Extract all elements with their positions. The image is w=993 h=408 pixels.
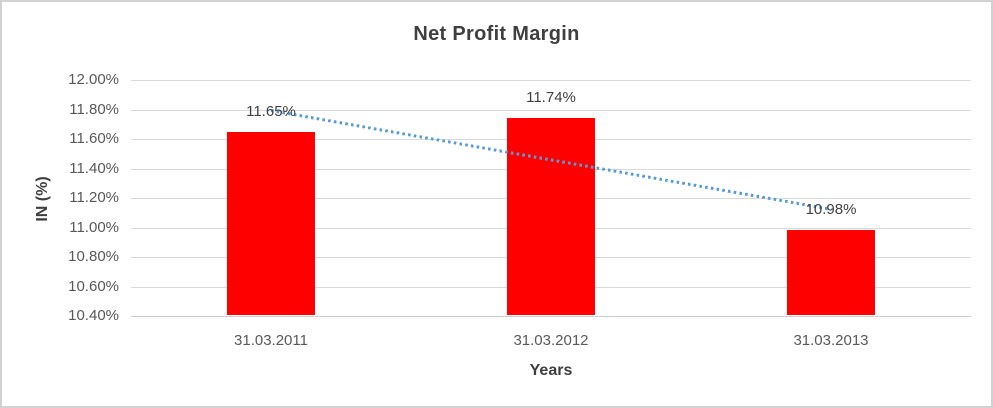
x-axis-title: Years bbox=[529, 362, 573, 379]
y-tick-label: 10.80% bbox=[68, 248, 119, 265]
gridline bbox=[131, 316, 971, 317]
y-tick-label: 10.40% bbox=[68, 307, 119, 324]
bar-31.03.2012 bbox=[507, 118, 595, 315]
y-tick-label: 11.20% bbox=[69, 189, 119, 206]
x-tick-label: 31.03.2011 bbox=[234, 332, 308, 349]
y-tick-label: 11.60% bbox=[69, 130, 119, 147]
chart-title: Net Profit Margin bbox=[413, 23, 580, 45]
y-tick-label: 11.80% bbox=[69, 101, 119, 118]
plot-area: 11.65% 11.74% 10.98% bbox=[131, 80, 971, 317]
y-tick-label: 11.40% bbox=[69, 160, 119, 177]
y-tick-label: 12.00% bbox=[68, 71, 119, 88]
y-tick-label: 10.60% bbox=[68, 278, 119, 295]
x-tick-label: 31.03.2012 bbox=[513, 332, 589, 349]
x-tick-labels: 31.03.2011 31.03.2012 31.03.2013 bbox=[131, 332, 971, 350]
bar-31.03.2013 bbox=[787, 230, 875, 315]
y-tick-label: 11.00% bbox=[69, 219, 119, 236]
x-tick-label: 31.03.2013 bbox=[793, 332, 869, 349]
bar-data-label: 11.65% bbox=[246, 103, 296, 120]
bar-31.03.2011 bbox=[227, 132, 315, 315]
bar-data-label: 10.98% bbox=[805, 201, 857, 218]
gridline bbox=[131, 80, 971, 81]
bar-data-label: 11.74% bbox=[526, 89, 576, 106]
gridline bbox=[131, 110, 971, 111]
